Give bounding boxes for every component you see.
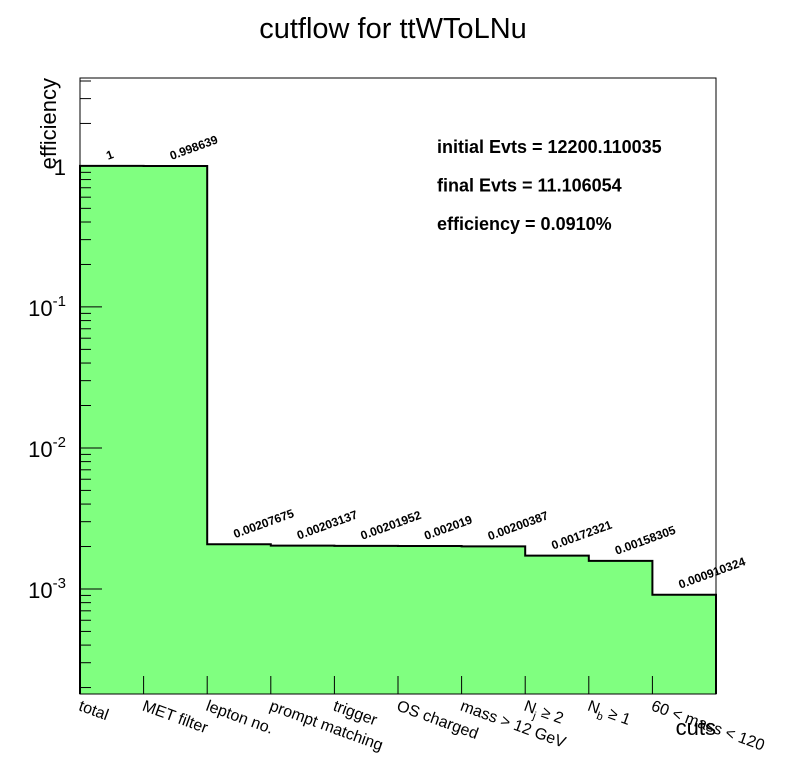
x-tick-label-1: MET filter: [140, 698, 210, 738]
value-label-4: 0.00201952: [359, 508, 424, 543]
y-tick-label-3: 10-3: [28, 575, 66, 603]
value-label-2: 0.00207675: [231, 506, 296, 541]
bar-1: [143, 165, 208, 694]
y-tick-label-text: 10-1: [28, 293, 66, 321]
x-tick-label-0: total: [76, 698, 110, 724]
y-tick-label-text: 10-2: [28, 434, 66, 462]
value-label-1: 0.998639: [168, 132, 220, 162]
value-label-8: 0.00158305: [613, 523, 678, 558]
x-axis-label: cuts: [676, 715, 716, 740]
y-tick-label-text: 1: [54, 155, 66, 180]
bar-9: [652, 594, 717, 694]
x-tick-label-8: Nb ≥ 1: [584, 698, 633, 733]
chart-title: cutflow for ttWToLNu: [259, 13, 527, 45]
value-label-7: 0.00172321: [549, 518, 614, 553]
stats-line-0: initial Evts = 12200.110035: [437, 137, 662, 157]
stats-line-1: final Evts = 11.106054: [437, 176, 622, 196]
value-label-3: 0.00203137: [295, 507, 360, 542]
value-label-9: 0.000910324: [677, 554, 748, 591]
y-tick-label-2: 10-2: [28, 434, 66, 462]
bar-8: [588, 560, 653, 694]
bar-4: [334, 545, 399, 694]
histogram-layer: [79, 164, 717, 694]
bar-outline: [79, 164, 717, 694]
value-label-5: 0.002019: [422, 512, 474, 542]
value-label-6: 0.00200387: [486, 508, 551, 543]
stats-line-2: efficiency = 0.0910%: [437, 214, 612, 234]
value-label-0: 1: [104, 147, 115, 163]
x-tick-label-2: lepton no.: [204, 698, 276, 738]
y-axis-label: efficiency: [36, 78, 61, 169]
bar-3: [270, 545, 335, 694]
y-tick-label-1: 10-1: [28, 293, 66, 321]
bar-0: [80, 165, 145, 694]
x-tick-label-9: 60 < mass < 120: [649, 698, 767, 755]
bar-2: [207, 544, 272, 694]
bar-6: [461, 546, 526, 694]
stats-box: initial Evts = 12200.110035 final Evts = …: [437, 137, 662, 234]
bar-5: [398, 545, 463, 694]
y-axis: 1 10-1 10-2 10-3: [28, 80, 102, 689]
y-tick-label-0: 1: [54, 155, 66, 180]
bar-7: [525, 555, 590, 694]
y-tick-label-text: 10-3: [28, 575, 66, 603]
